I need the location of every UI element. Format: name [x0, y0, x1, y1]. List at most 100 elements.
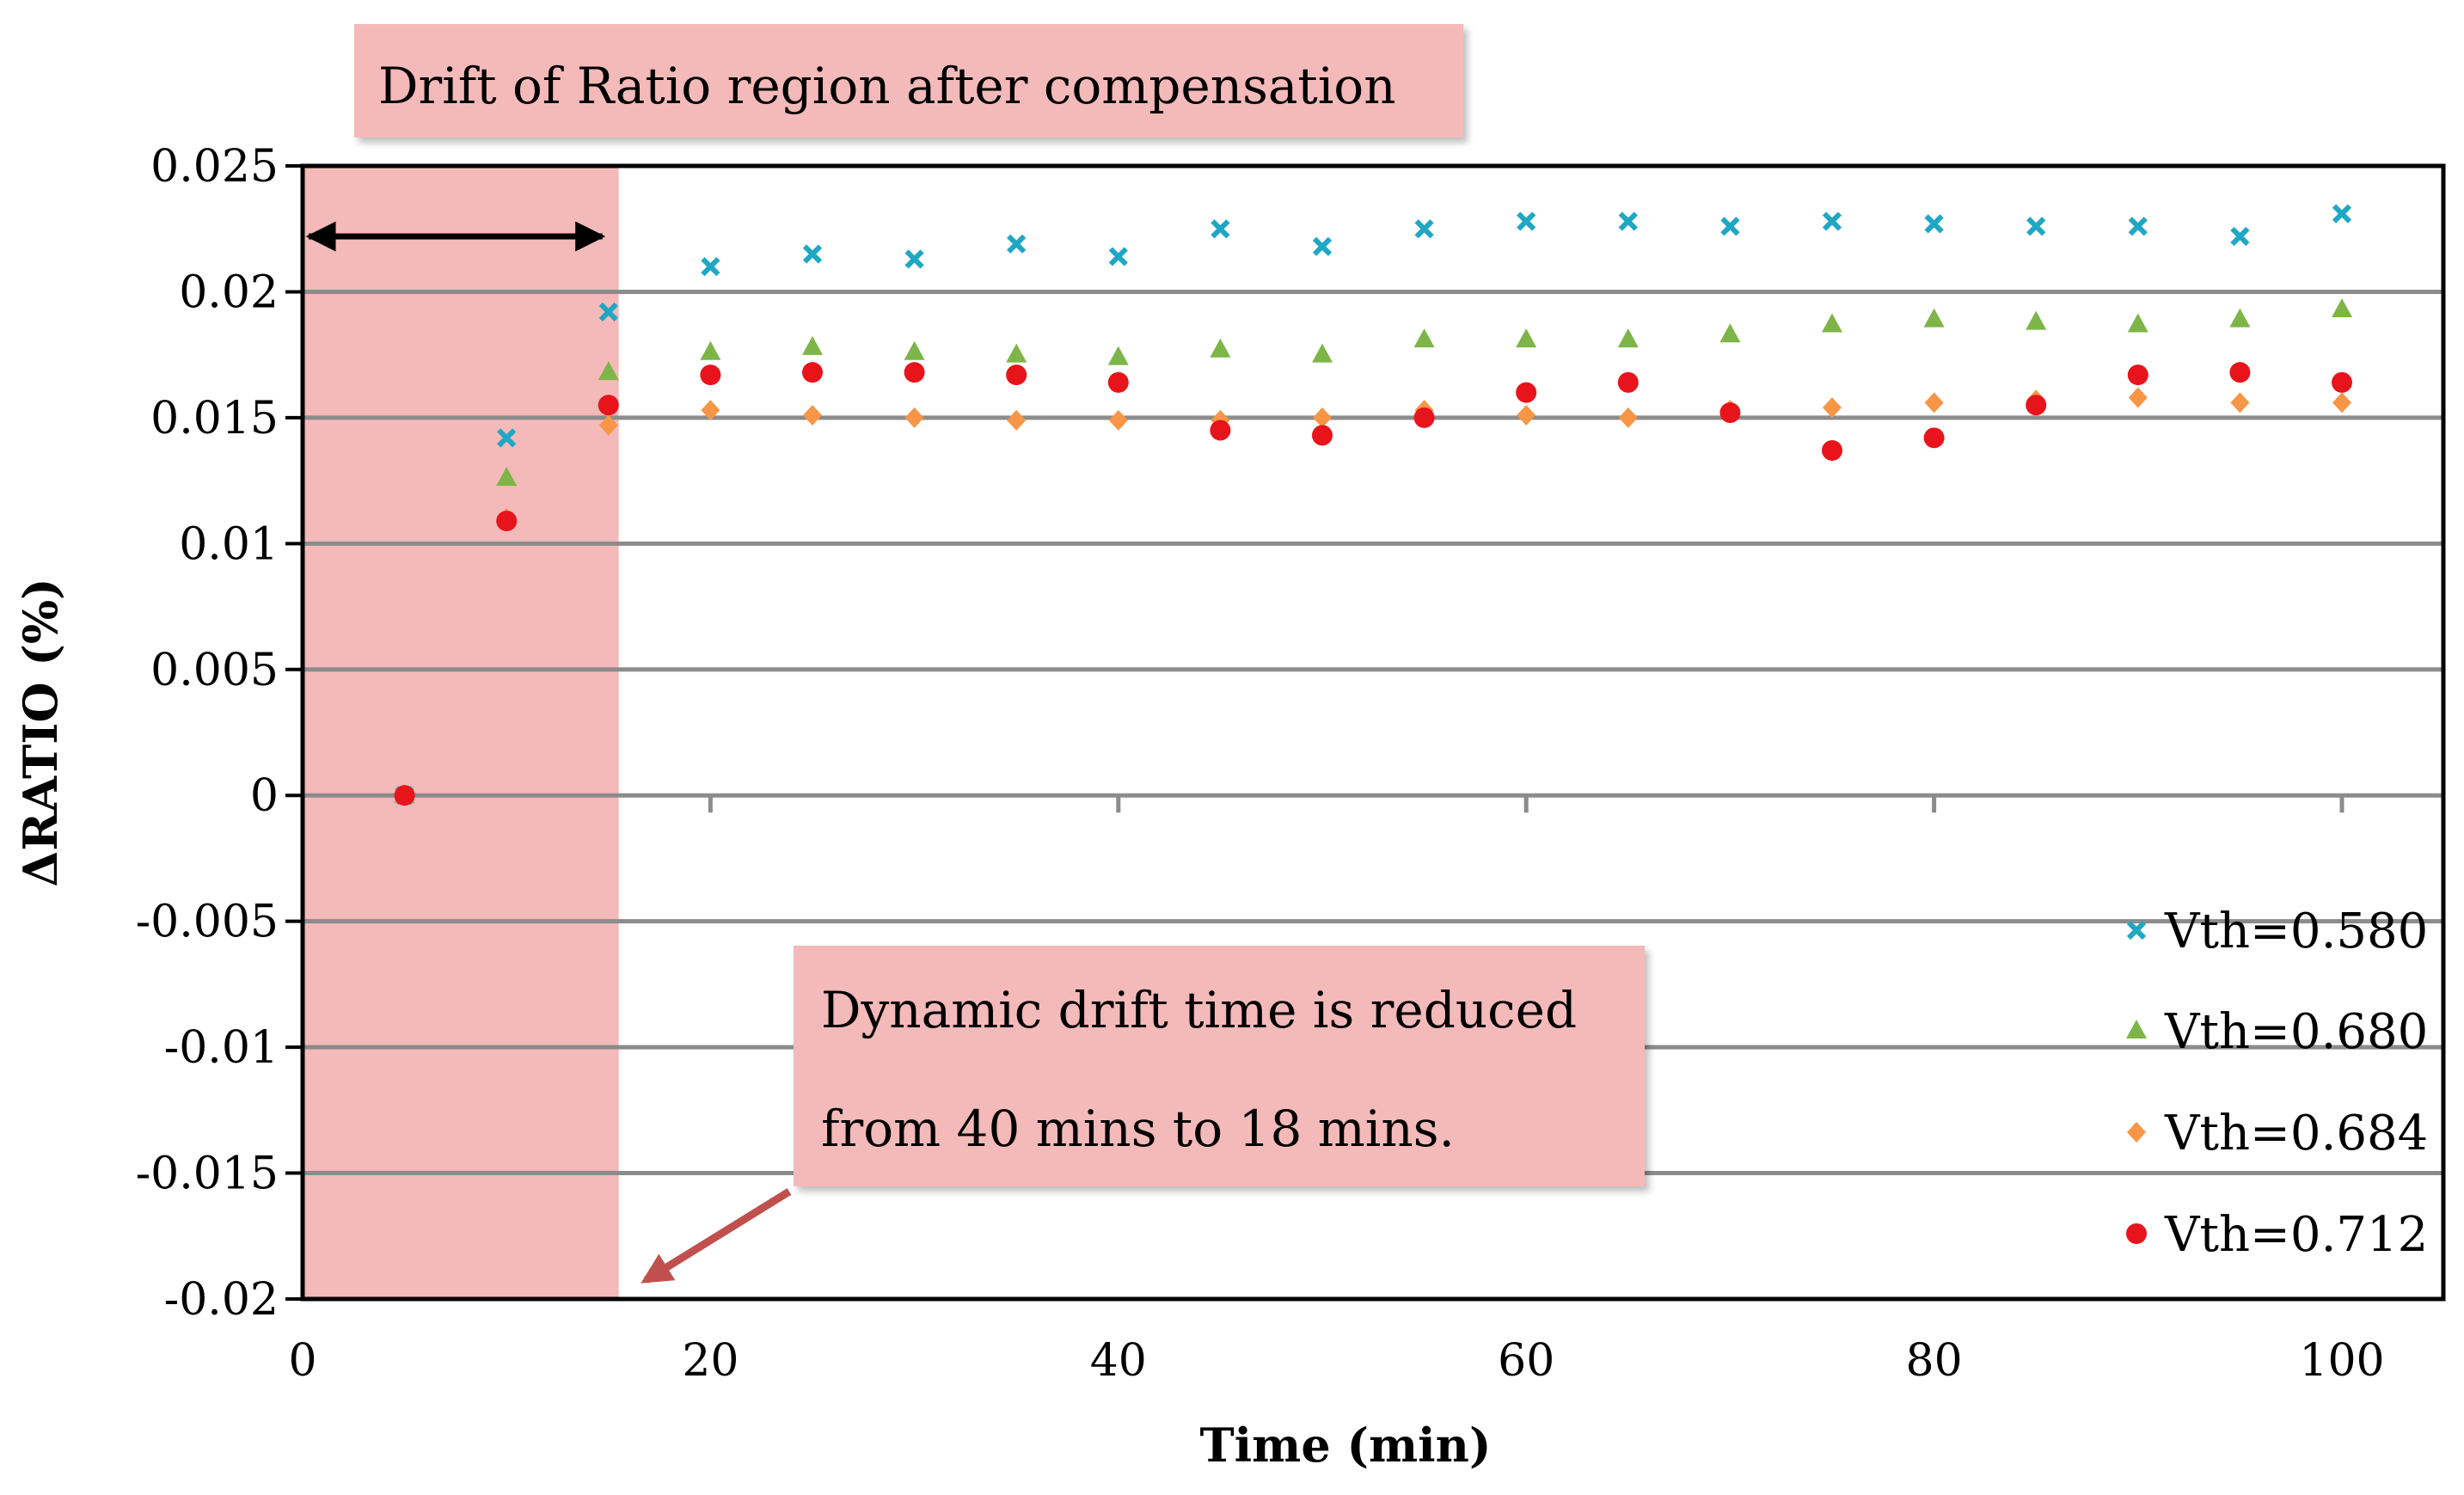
data-point [802, 335, 823, 355]
marker-stroke [1312, 236, 1333, 256]
data-point [1822, 439, 1842, 461]
data-point [904, 407, 924, 428]
data-point [904, 249, 924, 269]
data-point [1211, 219, 1230, 239]
y-tick-label: -0.01 [164, 1022, 279, 1074]
data-point [1923, 427, 1945, 449]
y-tick-label: 0.015 [150, 393, 279, 444]
y-tick-label: 0.01 [179, 518, 279, 570]
data-point [2128, 217, 2148, 236]
legend-marker [2126, 1020, 2147, 1039]
legend-item: Vth=0.684 [2127, 1106, 2428, 1161]
x-axis-title: Time (min) [1199, 1418, 1491, 1473]
data-point [1312, 343, 1333, 363]
marker-stroke [701, 257, 720, 277]
data-point [1924, 392, 1944, 414]
data-point [2026, 310, 2047, 330]
data-point [1517, 211, 1536, 231]
annotation-dynamic-drift-line-1: Dynamic drift time is reduced [821, 981, 1577, 1039]
annotation-dynamic-drift-line-2: from 40 mins to 18 mins. [821, 1100, 1455, 1158]
data-point [2230, 392, 2250, 414]
data-point [2026, 217, 2046, 236]
data-point [802, 244, 823, 264]
x-axis [303, 793, 2443, 813]
legend: Vth=0.580 Vth=0.680 Vth=0.684 Vth=0.712 [2126, 904, 2428, 1263]
data-point [1313, 407, 1332, 428]
marker-stroke [598, 302, 618, 322]
data-point [1618, 211, 1638, 231]
y-tick-label: 0.025 [150, 141, 279, 193]
data-point [1108, 247, 1128, 267]
y-tick-label: -0.015 [136, 1149, 279, 1200]
data-point [1413, 407, 1435, 428]
data-point [1007, 409, 1027, 431]
data-point [1617, 371, 1639, 393]
legend-item: Vth=0.712 [2126, 1207, 2428, 1263]
data-point [2026, 395, 2047, 416]
data-point [802, 362, 823, 383]
data-point [1823, 397, 1842, 419]
data-point [2128, 387, 2148, 408]
data-point [1517, 404, 1536, 426]
data-point [2332, 297, 2352, 317]
data-point [1924, 214, 1944, 234]
data-point [2230, 226, 2250, 247]
data-point [496, 510, 518, 531]
data-point [497, 428, 517, 448]
series-vth-0-712 [394, 362, 2352, 806]
y-tick-label: 0 [250, 770, 279, 822]
data-point [2127, 313, 2148, 333]
x-tick-labels: 0 20 40 60 80 100 [288, 1335, 2384, 1387]
marker-stroke [1618, 211, 1638, 231]
legend-label: Vth=0.684 [2164, 1106, 2428, 1161]
x-tick-label: 80 [1906, 1335, 1963, 1387]
data-point [1414, 219, 1434, 239]
data-point [1108, 409, 1128, 431]
marker-stroke [904, 249, 924, 269]
marker-stroke [2332, 204, 2352, 224]
marker-stroke [1720, 217, 1740, 236]
marker-stroke [2128, 217, 2148, 236]
annotation-drift-region: Drift of Ratio region after compensation [354, 24, 1463, 138]
marker-stroke [2230, 226, 2250, 247]
data-point [2127, 365, 2148, 386]
data-point [701, 257, 720, 277]
data-point [1413, 328, 1435, 348]
data-point [2332, 371, 2352, 393]
data-point [1107, 371, 1129, 393]
data-point [803, 404, 822, 426]
data-point [1107, 346, 1129, 365]
x-tick-label: 40 [1090, 1335, 1147, 1387]
data-point [1719, 323, 1741, 343]
legend-label: Vth=0.712 [2164, 1207, 2428, 1263]
x-tick-label: 20 [682, 1335, 739, 1387]
data-point [904, 340, 925, 360]
marker-stroke [1924, 214, 1944, 234]
shaded-drift-region [303, 166, 619, 1299]
data-point [598, 361, 619, 381]
x-tick-label: 60 [1498, 1335, 1554, 1387]
y-tick-label: -0.02 [164, 1274, 279, 1326]
annotation-pointer-arrow [641, 1188, 792, 1284]
data-point [2332, 392, 2351, 414]
data-marks [394, 204, 2352, 806]
legend-label: Vth=0.580 [2164, 904, 2428, 959]
data-point [2229, 308, 2251, 328]
annotation-dynamic-drift: Dynamic drift time is reduced from 40 mi… [794, 946, 1645, 1186]
data-point [1006, 343, 1027, 363]
legend-item: Vth=0.680 [2126, 1004, 2428, 1060]
data-point [1210, 420, 1231, 441]
data-point [1720, 217, 1740, 236]
data-point [1516, 382, 1537, 403]
data-point [2229, 362, 2251, 383]
annotation-drift-region-text: Drift of Ratio region after compensation [378, 57, 1396, 115]
data-point [1617, 328, 1639, 348]
data-point [1618, 407, 1638, 428]
data-point [1822, 211, 1842, 231]
data-point [1312, 425, 1333, 446]
y-tick-label: 0.005 [150, 645, 279, 696]
data-point [2332, 204, 2352, 224]
y-tick-label: -0.005 [136, 897, 279, 948]
data-point [496, 467, 518, 487]
data-point [1210, 338, 1231, 358]
